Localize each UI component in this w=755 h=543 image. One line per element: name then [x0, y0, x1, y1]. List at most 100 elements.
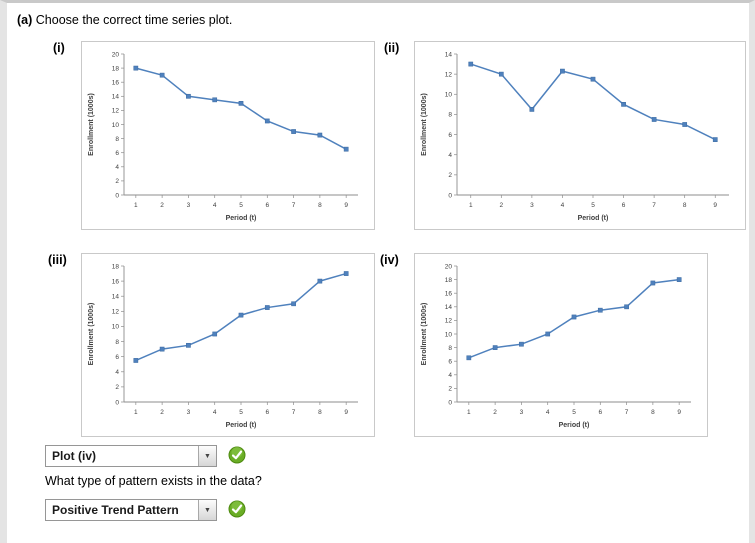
svg-text:6: 6: [622, 202, 626, 209]
svg-text:2: 2: [500, 202, 504, 209]
svg-text:0: 0: [448, 399, 452, 406]
question-pattern-text: What type of pattern exists in the data?: [45, 474, 262, 488]
pattern-select[interactable]: Positive Trend Pattern ▼: [45, 499, 217, 521]
svg-text:7: 7: [292, 202, 296, 209]
svg-text:14: 14: [445, 51, 453, 58]
svg-text:6: 6: [448, 359, 452, 366]
svg-text:8: 8: [651, 409, 655, 416]
svg-text:8: 8: [448, 112, 452, 119]
svg-text:3: 3: [187, 409, 191, 416]
svg-text:8: 8: [115, 136, 119, 143]
svg-text:Enrollment (1000s): Enrollment (1000s): [88, 93, 95, 156]
svg-text:16: 16: [112, 278, 120, 285]
svg-text:10: 10: [112, 324, 120, 331]
svg-text:18: 18: [112, 263, 120, 270]
svg-text:2: 2: [448, 386, 452, 393]
pattern-select-value: Positive Trend Pattern: [52, 503, 179, 517]
svg-text:18: 18: [112, 65, 120, 72]
svg-text:4: 4: [213, 409, 217, 416]
svg-text:4: 4: [115, 369, 119, 376]
svg-text:10: 10: [445, 331, 453, 338]
svg-text:4: 4: [115, 164, 119, 171]
svg-text:Period (t): Period (t): [226, 215, 257, 222]
svg-text:9: 9: [677, 409, 681, 416]
correct-check-icon: [228, 500, 246, 518]
svg-text:2: 2: [115, 178, 119, 185]
svg-text:9: 9: [713, 202, 717, 209]
svg-text:3: 3: [520, 409, 524, 416]
svg-text:14: 14: [112, 294, 120, 301]
svg-text:8: 8: [115, 339, 119, 346]
svg-text:Period (t): Period (t): [559, 422, 590, 429]
chart-label-i: (i): [53, 41, 65, 55]
svg-text:5: 5: [572, 409, 576, 416]
svg-text:4: 4: [213, 202, 217, 209]
svg-text:5: 5: [591, 202, 595, 209]
svg-text:8: 8: [683, 202, 687, 209]
svg-text:5: 5: [239, 409, 243, 416]
svg-text:16: 16: [445, 291, 453, 298]
svg-text:12: 12: [445, 318, 453, 325]
svg-text:4: 4: [448, 372, 452, 379]
svg-text:2: 2: [493, 409, 497, 416]
svg-text:1: 1: [134, 409, 138, 416]
chevron-down-icon[interactable]: ▼: [198, 500, 216, 520]
svg-text:18: 18: [445, 277, 453, 284]
chevron-down-icon[interactable]: ▼: [198, 446, 216, 466]
svg-text:6: 6: [448, 132, 452, 139]
svg-text:14: 14: [445, 304, 453, 311]
svg-text:Period (t): Period (t): [226, 422, 257, 429]
svg-text:10: 10: [112, 122, 120, 129]
svg-text:12: 12: [445, 71, 453, 78]
svg-text:2: 2: [160, 409, 164, 416]
svg-text:4: 4: [561, 202, 565, 209]
svg-text:6: 6: [115, 150, 119, 157]
svg-text:Period (t): Period (t): [578, 215, 609, 222]
plot-select[interactable]: Plot (iv) ▼: [45, 445, 217, 467]
svg-text:2: 2: [448, 172, 452, 179]
chart-ii: 0 2 4 6 8 10 12 14 1 2 3 4 5 6 7 8 9 Enrollment (1000s) Pe…: [414, 41, 746, 230]
svg-text:4: 4: [546, 409, 550, 416]
svg-text:1: 1: [467, 409, 471, 416]
svg-text:6: 6: [265, 202, 269, 209]
svg-text:4: 4: [448, 152, 452, 159]
svg-text:2: 2: [115, 384, 119, 391]
svg-text:2: 2: [160, 202, 164, 209]
question-a-label: (a): [17, 13, 33, 27]
svg-text:8: 8: [318, 202, 322, 209]
svg-text:12: 12: [112, 108, 120, 115]
svg-text:6: 6: [115, 354, 119, 361]
chart-i: 0 2 4 6 8 10 12 14 16 18 20 1 2 3 4 5 6 7 8 9 Enrollment (10…: [81, 41, 375, 230]
svg-text:9: 9: [344, 202, 348, 209]
svg-text:8: 8: [448, 345, 452, 352]
svg-text:0: 0: [115, 399, 119, 406]
svg-text:Enrollment (1000s): Enrollment (1000s): [88, 303, 95, 366]
svg-text:Enrollment (1000s): Enrollment (1000s): [421, 303, 428, 366]
chart-iv: 0 2 4 6 8 10 12 14 16 18 20 1 2 3 4 5 6 7 8 9 Enrollment (10…: [414, 253, 708, 437]
chart-label-iii: (iii): [48, 253, 67, 267]
svg-text:16: 16: [112, 80, 120, 87]
svg-text:8: 8: [318, 409, 322, 416]
svg-text:14: 14: [112, 94, 120, 101]
svg-text:12: 12: [112, 309, 120, 316]
correct-check-icon: [228, 446, 246, 464]
svg-text:1: 1: [469, 202, 473, 209]
question-a: (a) Choose the correct time series plot.: [17, 13, 232, 27]
svg-text:7: 7: [292, 409, 296, 416]
svg-text:6: 6: [598, 409, 602, 416]
plot-select-value: Plot (iv): [52, 449, 96, 463]
chart-label-iv: (iv): [380, 253, 399, 267]
svg-text:9: 9: [344, 409, 348, 416]
svg-text:10: 10: [445, 92, 453, 99]
chart-iii: 0 2 4 6 8 10 12 14 16 18 1 2 3 4 5 6 7 8 9 Enrollment (1000…: [81, 253, 375, 437]
svg-text:0: 0: [448, 192, 452, 199]
svg-text:7: 7: [652, 202, 656, 209]
svg-text:20: 20: [445, 263, 453, 270]
svg-text:1: 1: [134, 202, 138, 209]
svg-text:7: 7: [625, 409, 629, 416]
chart-label-ii: (ii): [384, 41, 400, 55]
svg-text:5: 5: [239, 202, 243, 209]
svg-text:3: 3: [530, 202, 534, 209]
question-a-text: Choose the correct time series plot.: [35, 13, 233, 27]
